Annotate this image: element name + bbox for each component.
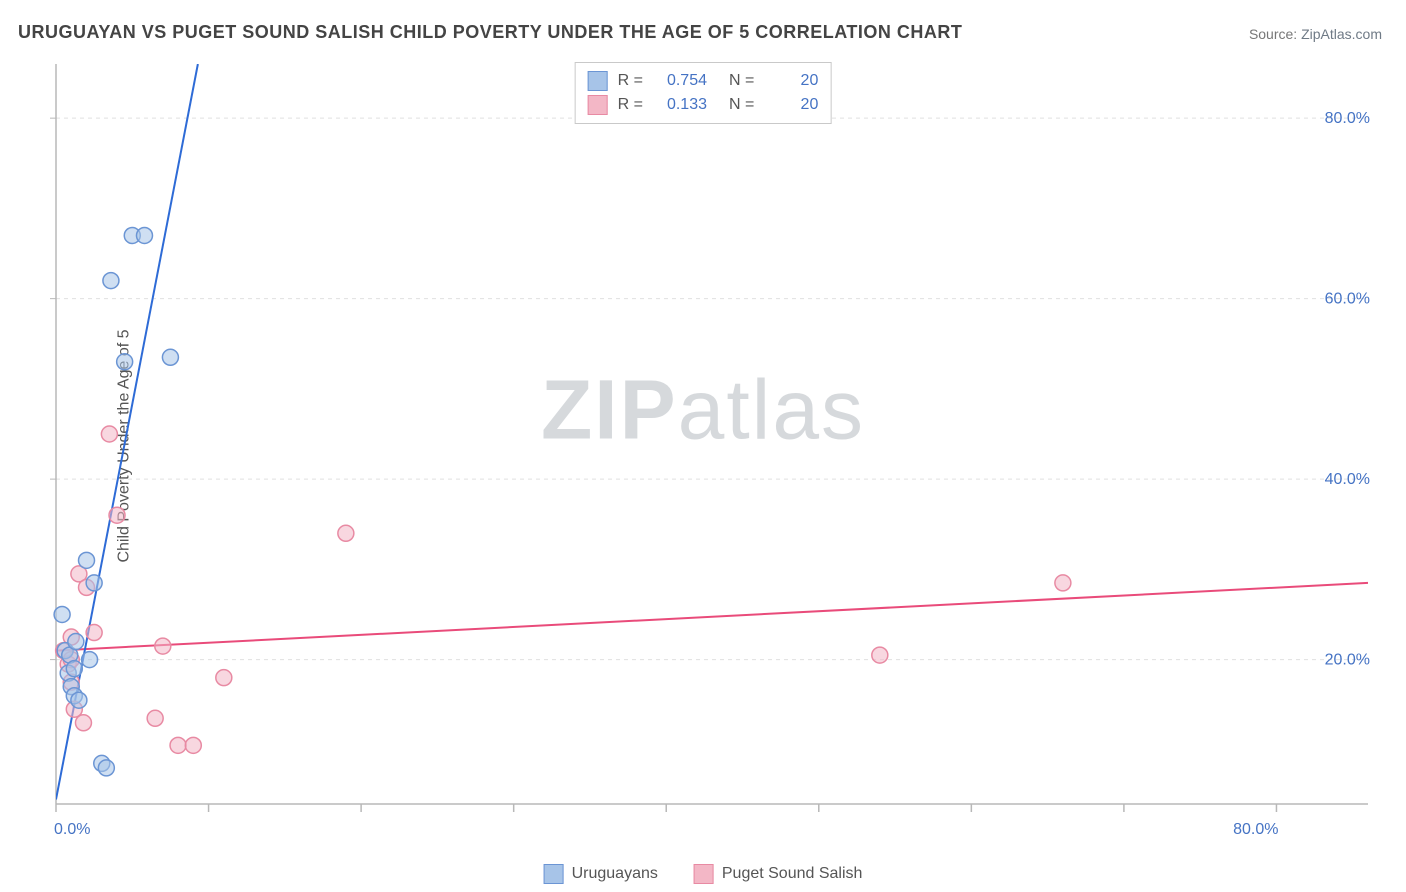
swatch-uruguayans xyxy=(588,71,608,91)
legend-item-salish: Puget Sound Salish xyxy=(694,864,863,884)
svg-text:40.0%: 40.0% xyxy=(1325,471,1370,488)
n-label: N = xyxy=(729,72,754,90)
axes-layer xyxy=(50,64,1368,812)
source-prefix: Source: xyxy=(1249,26,1301,42)
svg-text:80.0%: 80.0% xyxy=(1325,110,1370,127)
swatch-uruguayans xyxy=(544,864,564,884)
r-value-uruguayans: 0.754 xyxy=(653,72,707,90)
legend-item-uruguayans: Uruguayans xyxy=(544,864,658,884)
svg-text:60.0%: 60.0% xyxy=(1325,291,1370,308)
source-label: Source: ZipAtlas.com xyxy=(1249,26,1382,42)
series-legend: Uruguayans Puget Sound Salish xyxy=(544,864,863,884)
n-label: N = xyxy=(729,96,754,114)
swatch-salish xyxy=(588,95,608,115)
scatter-plot: 0.0% 80.0% 20.0% 40.0% 60.0% 80.0% xyxy=(48,56,1388,856)
correlation-legend: R = 0.754 N = 20 R = 0.133 N = 20 xyxy=(575,62,832,124)
r-label: R = xyxy=(618,72,643,90)
n-value-salish: 20 xyxy=(764,96,818,114)
tick-labels: 0.0% 80.0% 20.0% 40.0% 60.0% 80.0% xyxy=(54,110,1370,838)
svg-text:80.0%: 80.0% xyxy=(1233,821,1278,838)
scatter-points xyxy=(54,227,1071,775)
chart-container: URUGUAYAN VS PUGET SOUND SALISH CHILD PO… xyxy=(0,0,1406,892)
r-value-salish: 0.133 xyxy=(653,96,707,114)
n-value-uruguayans: 20 xyxy=(764,72,818,90)
trend-lines xyxy=(56,64,1368,799)
chart-title: URUGUAYAN VS PUGET SOUND SALISH CHILD PO… xyxy=(18,22,962,43)
svg-text:20.0%: 20.0% xyxy=(1325,652,1370,669)
legend-row-salish: R = 0.133 N = 20 xyxy=(588,93,819,117)
legend-label-salish: Puget Sound Salish xyxy=(722,865,863,883)
r-label: R = xyxy=(618,96,643,114)
legend-row-uruguayans: R = 0.754 N = 20 xyxy=(588,69,819,93)
legend-label-uruguayans: Uruguayans xyxy=(572,865,658,883)
source-value: ZipAtlas.com xyxy=(1301,26,1382,42)
swatch-salish xyxy=(694,864,714,884)
grid-layer xyxy=(56,118,1368,659)
svg-text:0.0%: 0.0% xyxy=(54,821,90,838)
